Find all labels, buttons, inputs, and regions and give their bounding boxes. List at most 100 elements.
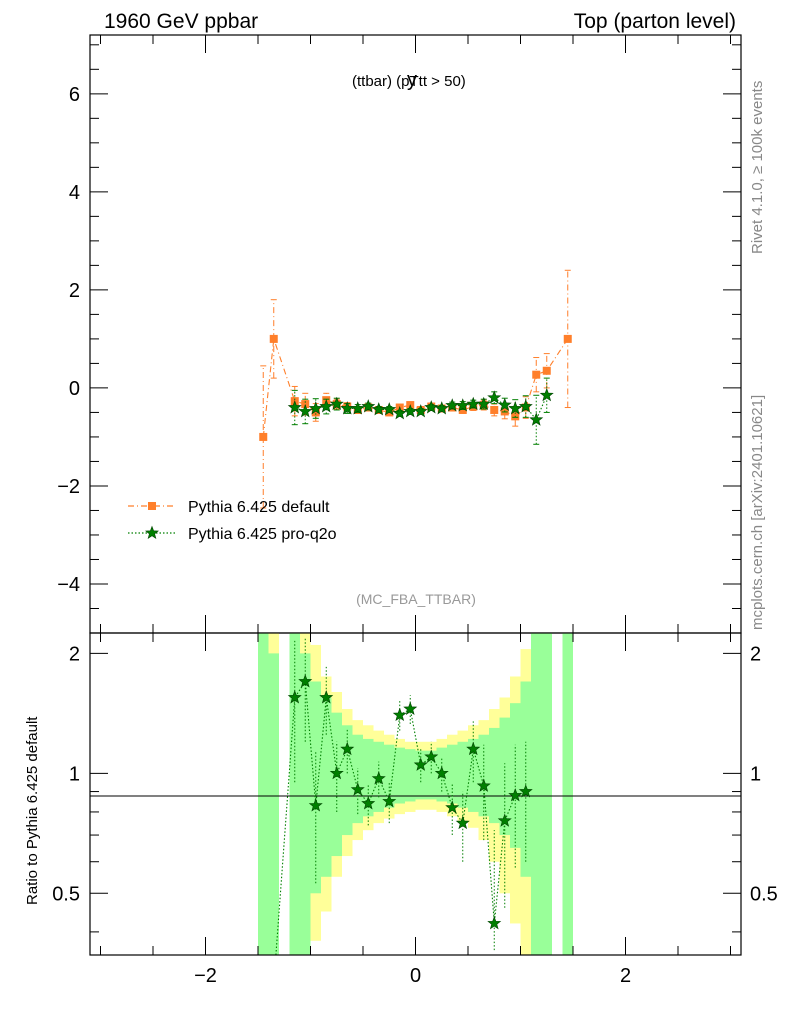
ratio-point-star	[508, 788, 523, 802]
series-line	[262, 338, 569, 437]
rivet-version-label: Rivet 4.1.0, ≥ 100k events	[749, 81, 766, 254]
data-point-star	[529, 412, 544, 426]
data-point-star	[413, 404, 428, 418]
ratio-y-tick-label-left: 0.5	[52, 883, 80, 905]
analysis-tag: (MC_FBA_TTBAR)	[356, 591, 476, 607]
inner-band-bin	[531, 633, 542, 955]
ratio-ticks: 0.5 0.5 1 1 2 2 −2 0 2	[52, 633, 778, 987]
ratio-point-star	[329, 765, 344, 780]
ratio-y-tick-label-left: 2	[69, 643, 80, 665]
inner-band-bin	[268, 653, 279, 955]
inner-band-bin	[405, 749, 416, 802]
data-point-square	[563, 334, 572, 343]
legend-marker-star	[145, 525, 159, 539]
data-point-square	[490, 405, 499, 414]
ratio-y-tick-label-right: 1	[750, 763, 761, 785]
ratio-point-star	[361, 796, 376, 810]
mcplots-label: mcplots.cern.ch [arXiv:2401.10621]	[749, 395, 766, 630]
inner-band-bin	[489, 727, 500, 824]
ratio-y-tick-label-right: 2	[750, 643, 761, 665]
x-tick-label: 2	[620, 965, 631, 987]
data-point-square	[269, 334, 278, 343]
ratio-point-star	[497, 813, 512, 827]
x-tick-label: −2	[194, 965, 217, 987]
ratio-point-star	[424, 749, 439, 763]
ratio-point-star	[434, 765, 449, 780]
ratio-point-star	[455, 815, 470, 830]
inner-band-bin	[321, 697, 332, 877]
legend-label-pro-q2o: Pythia 6.425 pro-q2o	[188, 526, 337, 543]
ratio-plot-frame	[89, 632, 742, 956]
data-point-star	[539, 387, 554, 402]
ratio-point-star	[413, 757, 428, 771]
inner-band-bin	[541, 633, 552, 955]
ratio-point-star	[403, 701, 418, 715]
data-point-star	[476, 396, 491, 411]
inner-band-bin	[363, 738, 374, 817]
y-tick-label: −2	[57, 476, 80, 498]
ratio-panel: 0.5 0.5 1 1 2 2 −2 0 2 Ratio to Pythia 6.425 def…	[24, 632, 778, 987]
x-tick-label: 0	[410, 965, 421, 987]
y-tick-label: 0	[69, 378, 80, 400]
y-tick-label: 4	[69, 182, 80, 204]
inner-band-bin	[520, 681, 531, 877]
ratio-y-tick-label-left: 1	[69, 763, 80, 785]
ratio-point-star	[350, 782, 365, 796]
ratio-point-star	[371, 771, 386, 785]
legend-entry-pro-q2o: Pythia 6.425 pro-q2o	[128, 525, 337, 543]
data-point-star	[382, 402, 397, 416]
data-point-square	[532, 370, 541, 379]
data-point-star	[434, 401, 449, 415]
main-series	[259, 269, 572, 509]
main-plot-title: y	[407, 69, 417, 91]
ratio-point-star	[287, 690, 302, 704]
data-point-star	[487, 390, 502, 404]
inner-band-bin	[342, 725, 353, 836]
data-point-square	[259, 432, 268, 441]
inner-band-bin	[447, 744, 458, 804]
header-energy-label: 1960 GeV ppbar	[104, 10, 258, 33]
inner-band-bin	[468, 738, 479, 812]
ratio-point-star	[319, 690, 334, 704]
ratio-point-star	[308, 798, 323, 812]
data-point-star	[319, 399, 334, 413]
inner-band-bin	[562, 633, 573, 955]
ratio-point-star	[487, 916, 502, 930]
data-point-star	[298, 404, 313, 418]
ratio-point-star	[518, 784, 533, 798]
data-point-star	[497, 397, 512, 412]
ratio-point-star	[298, 674, 313, 688]
inner-band-bin	[300, 653, 311, 955]
ratio-point-star	[382, 794, 397, 808]
ratio-series	[275, 636, 533, 955]
title-y-symbol: y	[407, 69, 417, 91]
ratio-y-axis-label: Ratio to Pythia 6.425 default	[24, 716, 41, 905]
inner-band-bin	[258, 633, 269, 955]
legend: Pythia 6.425 default Pythia 6.425 pro-q2…	[128, 499, 337, 543]
legend-entry-default: Pythia 6.425 default	[128, 499, 330, 516]
data-point-star	[424, 400, 439, 414]
inner-band-bin	[331, 712, 342, 857]
data-point-star	[403, 404, 418, 418]
y-tick-label: 2	[69, 280, 80, 302]
inner-band-bin	[478, 734, 489, 817]
inner-band-bin	[384, 744, 395, 808]
ratio-point-star	[476, 778, 491, 792]
data-point-star	[518, 399, 533, 413]
data-point-square	[311, 408, 320, 417]
data-point-square	[542, 366, 551, 375]
inner-band-bin	[289, 633, 300, 955]
ratio-point-star	[445, 800, 460, 814]
data-point-star	[392, 406, 407, 420]
main-plot-frame	[89, 34, 742, 634]
main-ticks: −4 −2 0 2 4 6	[57, 35, 741, 634]
inner-band-bin	[457, 741, 468, 808]
data-point-star	[361, 399, 376, 413]
data-point-star	[508, 401, 523, 415]
header-process-label: Top (parton level)	[574, 10, 736, 33]
inner-band-bin	[426, 750, 437, 800]
ratio-point-star	[340, 741, 355, 756]
y-tick-label: 6	[69, 84, 80, 106]
data-point-star	[455, 398, 470, 412]
inner-band-bin	[394, 747, 405, 804]
